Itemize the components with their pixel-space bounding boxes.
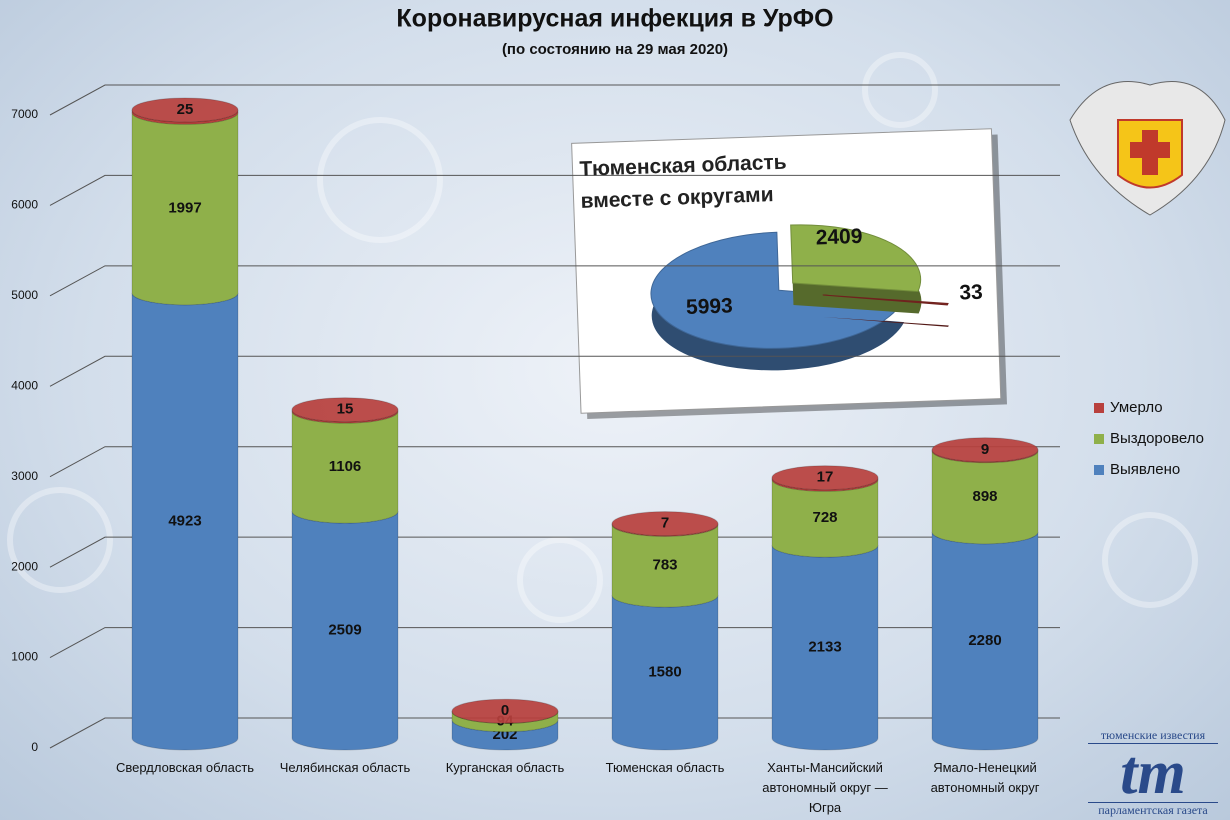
value-label: 15 bbox=[337, 401, 354, 418]
grid-line bbox=[49, 717, 1060, 749]
x-tick-label: Челябинская область bbox=[279, 760, 411, 775]
logo-mark: tm bbox=[1120, 739, 1186, 807]
x-tick-label: Тюменская область bbox=[605, 760, 725, 775]
value-label: 25 bbox=[177, 101, 194, 118]
pie-value-label: 5993 bbox=[686, 294, 733, 319]
y-tick-label: 1000 bbox=[11, 650, 38, 664]
legend-label: Выявлено bbox=[1110, 461, 1180, 478]
x-tick-label: Курганская область bbox=[445, 760, 565, 775]
legend-swatch bbox=[1094, 465, 1104, 475]
pie-value-label: 33 bbox=[959, 281, 983, 305]
y-tick-label: 2000 bbox=[11, 559, 38, 573]
cylinder-cap bbox=[931, 437, 1039, 463]
legend-label: Выздоровело bbox=[1110, 430, 1204, 447]
y-tick-label: 4000 bbox=[11, 378, 38, 392]
value-label: 17 bbox=[817, 469, 834, 486]
value-label: 1580 bbox=[648, 664, 681, 681]
emblem bbox=[1069, 81, 1226, 216]
logo-bottom: парламентская газета bbox=[1088, 802, 1218, 818]
grid-line bbox=[49, 446, 1060, 478]
pie-panel: 5993 2409 33 bbox=[571, 128, 1007, 419]
value-label: 2133 bbox=[808, 639, 841, 656]
background-decoration bbox=[7, 52, 1198, 623]
value-label: 2280 bbox=[968, 632, 1001, 649]
cylinder-cap bbox=[451, 698, 559, 724]
pie-slice bbox=[650, 231, 905, 349]
value-label: 7 bbox=[661, 515, 669, 532]
legend-swatch bbox=[1094, 403, 1104, 413]
x-tick-label: Ханты-Мансийский автономный округ — Югра bbox=[762, 760, 888, 815]
pie-value-label: 2409 bbox=[815, 225, 862, 250]
value-label: 2509 bbox=[328, 622, 361, 639]
grid-line bbox=[49, 627, 1060, 659]
y-tick-label: 6000 bbox=[11, 198, 38, 212]
cylinder-cap bbox=[131, 97, 239, 123]
pie-slice bbox=[790, 224, 922, 293]
pie-slice-side bbox=[823, 316, 949, 327]
chart-subtitle: (по состоянию на 29 мая 2020) bbox=[502, 41, 728, 58]
grid-line bbox=[49, 265, 1060, 297]
pie-title: Тюменская область вместе с округами bbox=[579, 150, 788, 213]
y-tick-label: 0 bbox=[31, 740, 38, 754]
value-label: 728 bbox=[812, 509, 837, 526]
value-label: 1106 bbox=[329, 458, 362, 475]
value-label: 0 bbox=[501, 702, 509, 719]
y-tick-label: 5000 bbox=[11, 288, 38, 302]
grid-line bbox=[49, 355, 1060, 387]
x-tick-label: Ямало-Ненецкий автономный округ bbox=[930, 760, 1040, 795]
grid-line bbox=[49, 536, 1060, 568]
x-tick-label: Свердловская область bbox=[115, 760, 255, 775]
y-tick-label: 3000 bbox=[11, 469, 38, 483]
grid-line bbox=[49, 174, 1060, 206]
value-label: 4923 bbox=[168, 512, 201, 529]
cylinder-cap bbox=[291, 397, 399, 423]
value-label: 898 bbox=[972, 488, 997, 505]
pie-slice bbox=[822, 294, 949, 306]
logo: тюменские известия tm парламентская газе… bbox=[1088, 728, 1218, 818]
logo-top: тюменские известия bbox=[1088, 728, 1218, 744]
legend-label: Умерло bbox=[1110, 399, 1163, 416]
y-tick-label: 7000 bbox=[11, 107, 38, 121]
legend-swatch bbox=[1094, 434, 1104, 444]
value-label: 1997 bbox=[168, 199, 201, 216]
value-label: 783 bbox=[652, 557, 677, 574]
value-label: 9 bbox=[981, 441, 989, 458]
cylinder-cap bbox=[771, 465, 879, 491]
chart-title: Коронавирусная инфекция в УрФО bbox=[396, 5, 833, 33]
cylinder-cap bbox=[611, 511, 719, 537]
grid-line bbox=[49, 84, 1060, 116]
